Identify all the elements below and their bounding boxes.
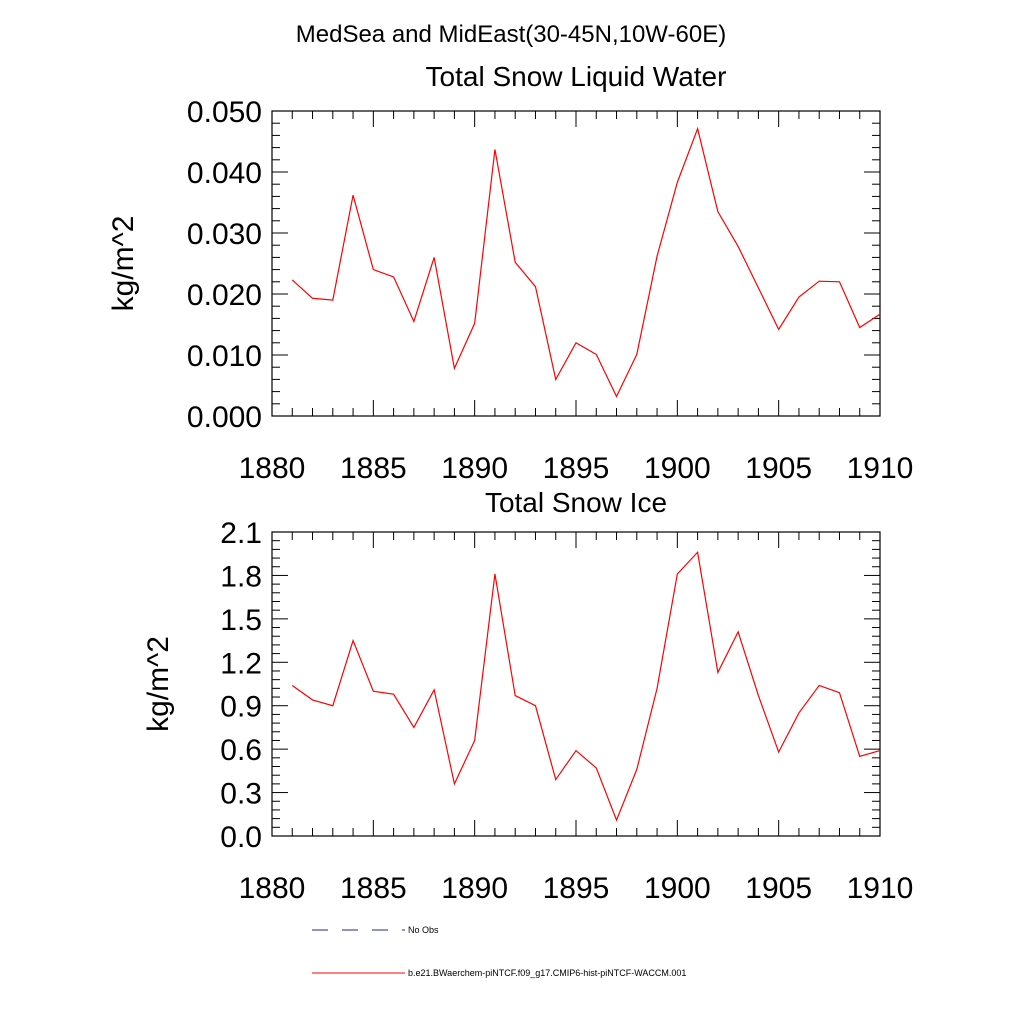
x-tick-label: 1880	[239, 872, 306, 905]
plot-frame	[271, 531, 881, 837]
x-tick-label: 1905	[745, 872, 812, 905]
x-tick-label: 1890	[441, 872, 508, 905]
y-tick-label: 0.000	[187, 401, 262, 434]
y-tick-label: 0.010	[187, 340, 262, 373]
x-tick-label: 1880	[239, 452, 306, 485]
chart-panel-1: Total Snow Liquid Water kg/m^2 1880 1885 189…	[107, 61, 913, 485]
x-tick-label: 1890	[441, 452, 508, 485]
series-line-1	[291, 550, 881, 822]
chart-title: Total Snow Liquid Water	[426, 61, 727, 92]
x-tick-label: 1905	[745, 452, 812, 485]
y-tick-label: 0.3	[220, 778, 262, 811]
y-tick-label: 2.1	[220, 517, 262, 550]
x-tick-label: 1895	[543, 452, 610, 485]
plot-frame	[271, 110, 881, 417]
legend-label-1: No Obs	[408, 925, 439, 935]
y-tick-label: 1.8	[220, 560, 262, 593]
y-tick-label: 0.050	[187, 96, 262, 129]
y-tick-label: 0.020	[187, 279, 262, 312]
figure-main-title: MedSea and MidEast(30-45N,10W-60E)	[296, 21, 726, 48]
y-axis-label: kg/m^2	[107, 216, 140, 312]
chart-title: Total Snow Ice	[485, 487, 667, 518]
x-tick-label: 1900	[644, 452, 711, 485]
y-tick-label: 1.5	[220, 604, 262, 637]
x-tick-label: 1910	[847, 872, 914, 905]
y-axis-label: kg/m^2	[142, 636, 175, 732]
legend: No Obs b.e21.BWaerchem-piNTCF.f09_g17.CMI…	[312, 925, 686, 978]
x-tick-label: 1900	[644, 872, 711, 905]
x-tick-label: 1895	[543, 872, 610, 905]
x-tick-label: 1885	[340, 452, 407, 485]
y-tick-label: 1.2	[220, 647, 262, 680]
y-tick-label: 0.6	[220, 734, 262, 767]
y-tick-label: 0.040	[187, 157, 262, 190]
x-tick-label: 1885	[340, 872, 407, 905]
x-tick-label: 1910	[847, 452, 914, 485]
series-line-1	[291, 126, 881, 398]
legend-label-2: b.e21.BWaerchem-piNTCF.f09_g17.CMIP6-his…	[408, 968, 686, 978]
y-tick-label: 0.0	[220, 821, 262, 854]
y-tick-label: 0.9	[220, 691, 262, 724]
chart-panel-2: Total Snow Ice kg/m^2 1880 1885 1890 1895 1900…	[142, 487, 913, 905]
y-tick-label: 0.030	[187, 218, 262, 251]
